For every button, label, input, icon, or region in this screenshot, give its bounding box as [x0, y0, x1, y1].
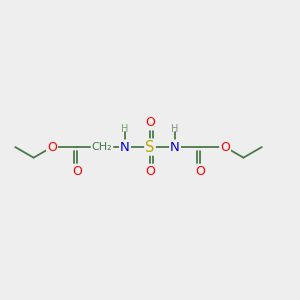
- Text: CH₂: CH₂: [92, 142, 112, 152]
- Text: O: O: [195, 165, 205, 178]
- Text: O: O: [145, 165, 155, 178]
- Text: O: O: [145, 116, 155, 129]
- Text: S: S: [145, 140, 155, 154]
- Text: O: O: [220, 141, 230, 154]
- Text: N: N: [170, 141, 180, 154]
- Text: H: H: [171, 124, 179, 134]
- Text: O: O: [47, 141, 57, 154]
- Text: H: H: [121, 124, 129, 134]
- Text: N: N: [120, 141, 130, 154]
- Text: O: O: [72, 165, 82, 178]
